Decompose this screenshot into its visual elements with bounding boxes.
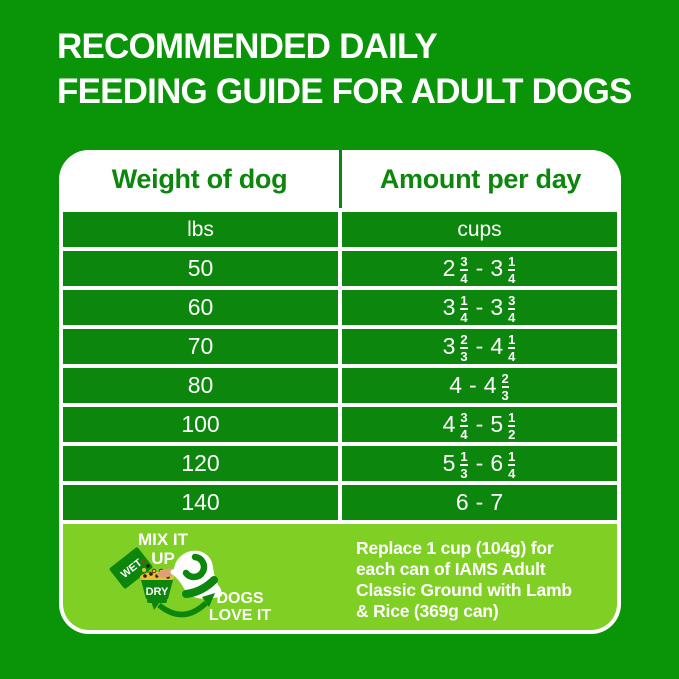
fraction-denominator: 4 [508,463,516,481]
fraction-denominator: 4 [460,424,468,442]
fraction-denominator: 3 [460,346,468,364]
dogs-label: DOGS [216,590,263,607]
fraction-numerator: 1 [460,448,468,464]
title-line-2: FEEDING GUIDE FOR ADULT DOGS [57,72,632,111]
amount-whole-number: 3 [442,333,456,359]
dog-collar [182,576,218,598]
amount-whole-number: 7 [490,489,504,515]
range-dash: - [475,333,484,359]
fraction-numerator: 2 [501,370,509,386]
feeding-guide-table: Weight of dog Amount per day lbs cups 50… [59,150,621,634]
table-body: lbs cups 50 2 3 4-3 1 4 60 3 1 4-3 3 4 70 3 2 3-4 1 4 80 4-… [59,208,621,524]
note-line: each can of IAMS Adult [356,559,546,579]
weight-cell: 50 [63,251,338,286]
note-line: & Rice (369g can) [356,601,499,621]
fraction-denominator: 3 [501,385,509,403]
weight-cell: 100 [63,407,338,442]
fraction-denominator: 3 [460,463,468,481]
fraction-denominator: 4 [460,307,468,325]
weight-cell: 140 [63,485,338,520]
up-label: UP [151,549,175,568]
fraction-numerator: 1 [508,409,516,425]
range-dash: - [475,294,484,320]
mix-it-label: MIX IT [138,530,189,549]
range-dash: - [475,450,484,476]
title-line-1: RECOMMENDED DAILY [57,27,438,66]
table-header-row: Weight of dog Amount per day [59,150,621,208]
amount-whole-number: 3 [490,255,504,281]
page-title: RECOMMENDED DAILY FEEDING GUIDE FOR ADUL… [57,24,632,114]
fraction-numerator: 3 [460,253,468,269]
fraction-denominator: 4 [508,268,516,286]
amount-whole-number: 3 [442,294,456,320]
fraction-numerator: 1 [508,331,516,347]
amount-whole-number: 4 [490,333,504,359]
amount-whole-number: 4 [483,372,497,398]
fraction-numerator: 2 [460,331,468,347]
amount-whole-number: 6 [490,450,504,476]
dog-ear [182,553,208,581]
column-header-weight: Weight of dog [111,163,288,194]
amount-whole-number: 2 [442,255,456,281]
fraction-denominator: 2 [508,424,516,442]
weight-cell: 120 [63,446,338,481]
fraction-denominator: 4 [508,346,516,364]
range-dash: - [475,255,484,281]
note-line: Classic Ground with Lamb [356,580,572,600]
swap-arrow [149,593,215,618]
column-header-amount: Amount per day [379,163,582,194]
amount-whole-number: 6 [455,489,469,515]
fraction-numerator: 1 [508,448,516,464]
unit-cell-weight: lbs [63,212,338,247]
note-line: Replace 1 cup (104g) for [356,538,554,558]
unit-cell-amount: cups [342,212,617,247]
fraction-numerator: 1 [508,253,516,269]
amount-whole-number: 5 [442,450,456,476]
weight-cell: 80 [63,368,338,403]
range-dash: - [475,489,484,515]
fraction-numerator: 3 [508,292,516,308]
fraction-denominator: 4 [508,307,516,325]
weight-cell: 60 [63,290,338,325]
header-column-divider [338,150,342,208]
amount-whole-number: 4 [442,411,456,437]
amount-cell: 6-7 [342,485,617,520]
dry-label: DRY [146,586,169,598]
amount-whole-number: 3 [490,294,504,320]
replacement-note: Replace 1 cup (104g) for each can of IAM… [356,538,572,622]
range-dash: - [469,372,477,398]
fraction-numerator: 3 [460,409,468,425]
footer-panel: MIX IT UP WET [63,524,617,630]
fraction-numerator: 1 [460,292,468,308]
amount-whole-number: 5 [490,411,504,437]
fraction-denominator: 4 [460,268,468,286]
amount-whole-number: 4 [449,372,463,398]
love-it-label: LOVE IT [209,607,271,624]
range-dash: - [475,411,484,437]
mix-it-up-illustration: MIX IT UP WET [109,530,271,624]
weight-cell: 70 [63,329,338,364]
